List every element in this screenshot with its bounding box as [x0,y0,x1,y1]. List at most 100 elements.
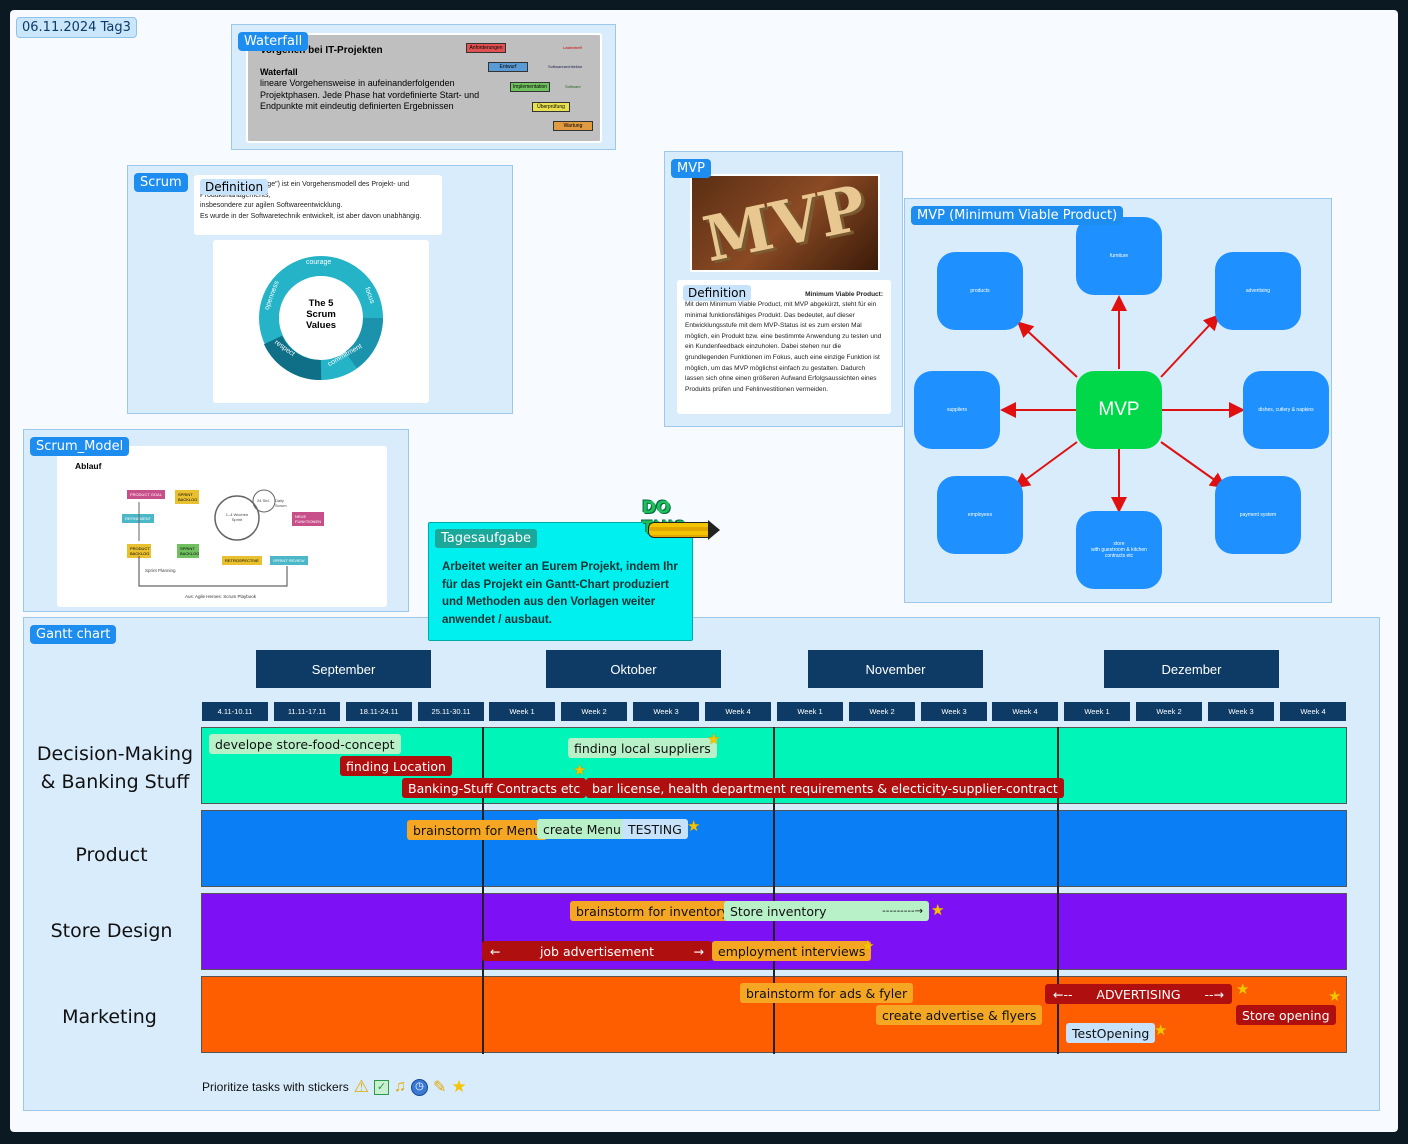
task-local-suppliers[interactable]: finding local suppliers [568,738,717,758]
phase-5: Wartung [553,121,593,131]
arrow-right-icon: --→ [1204,986,1224,1002]
label-retrospective: RETROSPECTIVE [222,556,262,565]
task-test-opening[interactable]: TestOpening [1066,1023,1156,1043]
label-sprint-backlog-bottom: SPRINT BACKLOG [177,544,199,558]
checkbox-icon[interactable]: ✓ [373,1079,389,1095]
task-banking-contracts[interactable]: Banking-Stuff Contracts etc [402,778,587,798]
task-brainstorm-inventory[interactable]: brainstorm for inventory [570,901,735,921]
waterfall-frame[interactable]: Vorgehen bei IT-Projekten Waterfall line… [231,24,616,150]
mvp-definition-text: Mit dem Minimum Viable Product, mit MVP … [685,301,882,393]
month-divider [773,727,775,1054]
week-header: Week 1 [777,702,843,721]
task-finding-location[interactable]: finding Location [340,756,452,776]
task-store-food-concept[interactable]: develope store-food-concept [209,734,401,754]
task-create-menu[interactable]: create Menu [537,819,627,839]
pencil-icon[interactable]: ✎ [432,1079,447,1096]
phase-4: Überprüfung [532,102,570,112]
pencil-icon [648,522,710,538]
scrum-model-frame[interactable]: Ablauf PRODUCT GOAL SPRINT BACKLOG NEUE … [23,429,409,612]
scrum-definition-tag[interactable]: Definition [200,179,269,195]
date-label[interactable]: 06.11.2024 Tag3 [16,17,137,38]
week-header: Week 1 [489,702,555,721]
task-bar-license[interactable]: bar license, health department requireme… [586,778,1064,798]
week-header: Week 3 [1208,702,1274,721]
task-create-advertise[interactable]: create advertise & flyers [876,1005,1043,1025]
mvp-map-tag[interactable]: MVP (Minimum Viable Product) [911,206,1124,225]
side-note-1: Lastenheft [563,45,582,50]
task-testing[interactable]: TESTING [622,819,688,839]
arrow-right-icon: → [693,943,704,959]
task-tag[interactable]: Tagesaufgabe [435,529,538,548]
star-icon[interactable]: ★ [931,902,945,919]
warning-icon[interactable]: ⚠ [353,1077,369,1096]
task-brainstorm-menu[interactable]: brainstorm for Menu [407,820,547,840]
row-label-store: Store Design [50,920,173,942]
label-sprint-planning: Sprint Planning [145,568,176,573]
scrum-values-title: The 5 Scrum Values [305,298,337,331]
label-product-goal: PRODUCT GOAL [127,490,165,499]
mvp-node-payment[interactable]: payment system [1215,476,1301,554]
mvp-node-store[interactable]: store with guestroom & kitchen contracts… [1076,511,1162,589]
row-label-decision: Decision-Making & Banking Stuff [36,743,194,793]
task-employment-interviews[interactable]: employment interviews [712,941,872,961]
mvp-node-products[interactable]: products [937,252,1023,330]
task-store-opening[interactable]: Store opening [1236,1005,1336,1025]
star-icon[interactable]: ★ [707,731,721,748]
mvp-center-node[interactable]: MVP [1076,371,1162,449]
clock-icon[interactable]: ◷ [410,1078,428,1096]
star-icon[interactable]: ★ [687,818,701,835]
scrum-model-cycle [138,489,288,587]
gantt-tag[interactable]: Gantt chart [30,625,117,644]
scrum-text-2: insbesondere zur agilen Softwareentwickl… [200,202,343,209]
do-this-sticker[interactable]: DO THIS [640,498,720,546]
waterfall-tag[interactable]: Waterfall [238,32,309,51]
store-inventory-arrow: ---------→ [882,905,923,917]
mvp-map-arrows [1000,295,1245,513]
task-store-inventory[interactable]: Store inventory ---------→ [724,901,929,921]
star-icon[interactable]: ★ [861,938,875,955]
bell-icon[interactable]: ♫ [393,1078,406,1095]
store-inventory-label: Store inventory [730,903,827,919]
scrum-text-3: Es wurde in der Softwaretechnik entwicke… [200,212,422,220]
value-courage: courage [306,259,332,266]
mvp-node-employees[interactable]: employees [937,476,1023,554]
star-icon[interactable]: ★ [1154,1022,1168,1039]
star-icon[interactable]: ★ [451,1077,467,1096]
week-header: Week 4 [1280,702,1346,721]
label-new-functions: NEUE FUNKTIONEN [292,512,324,526]
mvp-node-suppliers[interactable]: suppliers [914,371,1000,449]
mvp-frame[interactable]: MVP Minimum Viable Product: Mit dem Mini… [664,151,903,427]
task-job-advertisement[interactable]: ← job advertisement → [482,941,712,961]
phase-1: Anforderungen [466,43,506,53]
star-icon[interactable]: ★ [573,762,587,779]
waterfall-text: lineare Vorgehensweise in aufeinanderfol… [260,78,480,111]
mvp-node-advertising[interactable]: advertising [1215,252,1301,330]
phase-2: Entwurf [488,62,528,72]
arrow-left-icon: ←-- [1053,986,1073,1002]
scrum-model-image: Ablauf PRODUCT GOAL SPRINT BACKLOG NEUE … [57,446,387,607]
task-advertising[interactable]: ←-- ADVERTISING --→ [1045,984,1232,1004]
scrum-tag[interactable]: Scrum [134,173,188,192]
advertising-label: ADVERTISING [1096,986,1181,1002]
row-label-marketing: Marketing [62,1006,157,1028]
mvp-node-furniture[interactable]: furniture [1076,217,1162,295]
star-icon[interactable]: ★ [1236,981,1250,998]
week-header: Week 2 [849,702,915,721]
task-card[interactable]: Tagesaufgabe Arbeitet weiter an Eurem Pr… [428,522,693,641]
task-brainstorm-ads[interactable]: brainstorm for ads & fyler [740,983,914,1003]
scrum-model-tag[interactable]: Scrum_Model [30,437,130,456]
side-note-2: Softwarearchitektur [548,64,583,69]
scrum-frame[interactable]: Scrum (engl. „Gedränge") ist ein Vorgehe… [127,165,513,414]
mvp-definition-tag[interactable]: Definition [683,285,752,301]
pencil-tip [708,520,720,540]
mvp-map-frame[interactable]: furniture products advertising suppliers… [904,198,1332,603]
mvp-tag[interactable]: MVP [671,159,711,178]
sticker-hint: Prioritize tasks with stickers ⚠ ✓ ♫ ◷ ✎… [202,1077,467,1097]
mvp-node-dishes[interactable]: dishes, cutlery & napkins [1243,371,1329,449]
waterfall-subtitle: Waterfall [260,67,298,77]
scrum-model-heading: Ablauf [75,461,102,471]
job-advertisement-label: job advertisement [539,943,655,959]
star-icon[interactable]: ★ [1328,988,1342,1005]
sticker-hint-text: Prioritize tasks with stickers [202,1080,349,1094]
week-header: Week 2 [1136,702,1202,721]
